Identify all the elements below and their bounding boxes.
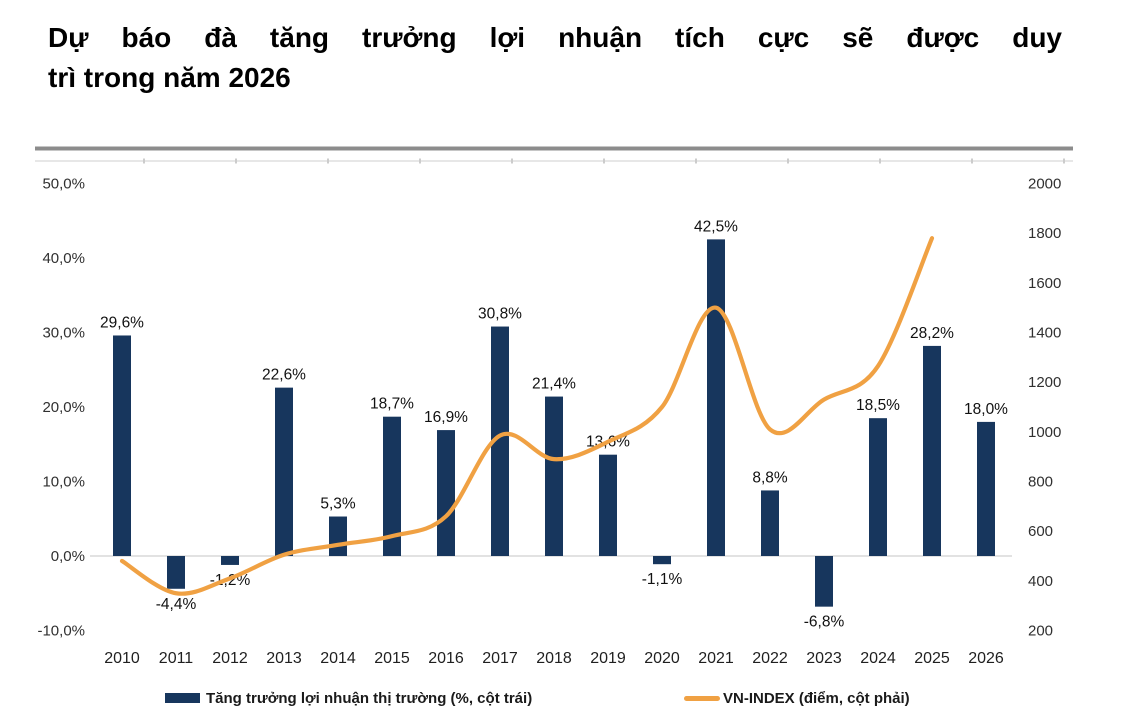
value-label-2014: 5,3% — [320, 496, 356, 513]
x-axis-label-2013: 2013 — [266, 650, 302, 667]
bar-2025 — [923, 345, 941, 556]
top-axis-tick — [603, 158, 605, 164]
bar-2026 — [977, 421, 995, 556]
bar-2023 — [815, 556, 833, 607]
bar-2016 — [437, 430, 455, 556]
x-axis-label-2017: 2017 — [482, 650, 518, 667]
value-label-2017: 30,8% — [478, 306, 522, 323]
value-label-2024: 18,5% — [856, 397, 900, 414]
left-axis-tick: 40,0% — [42, 250, 85, 267]
x-axis-label-2021: 2021 — [698, 650, 734, 667]
right-axis-tick: 1200 — [1028, 374, 1061, 391]
line-series-swatch-icon — [684, 695, 720, 701]
x-axis-label-2024: 2024 — [860, 650, 896, 667]
value-label-2015: 18,7% — [370, 396, 414, 413]
bar-2013 — [275, 387, 293, 556]
value-label-2011: -4,4% — [156, 596, 197, 613]
top-axis-tick — [143, 158, 145, 164]
x-axis-label-2010: 2010 — [104, 650, 140, 667]
right-axis-tick: 1400 — [1028, 325, 1061, 342]
x-axis-label-2011: 2011 — [159, 650, 194, 667]
chart-legend: Tăng trưởng lợi nhuận thị trường (%, cột… — [0, 688, 1122, 712]
legend-item-vnindex: VN-INDEX (điểm, cột phải) — [684, 688, 910, 708]
left-axis-tick: 10,0% — [42, 474, 85, 491]
x-axis-label-2026: 2026 — [968, 650, 1004, 667]
left-axis-tick: 50,0% — [42, 176, 85, 193]
value-label-2020: -1,1% — [642, 571, 683, 588]
top-rule-light — [35, 160, 1073, 162]
x-axis-label-2020: 2020 — [644, 650, 680, 667]
value-label-2022: 8,8% — [752, 469, 788, 486]
top-axis-tick — [1063, 158, 1065, 164]
bar-2017 — [491, 326, 509, 556]
top-axis-tick — [787, 158, 789, 164]
right-axis-tick: 200 — [1028, 623, 1053, 640]
page-title: Dự báo đà tăng trưởng lợi nhuận tích cực… — [48, 18, 1062, 98]
x-axis-label-2012: 2012 — [212, 650, 248, 667]
value-label-2021: 42,5% — [694, 218, 738, 235]
right-axis-tick: 800 — [1028, 474, 1053, 491]
top-axis-tick — [511, 158, 513, 164]
left-axis-tick: -10,0% — [37, 623, 85, 640]
top-axis-tick — [327, 158, 329, 164]
bar-2020 — [653, 556, 671, 565]
right-axis-tick: 1000 — [1028, 424, 1061, 441]
x-axis-label-2014: 2014 — [320, 650, 356, 667]
value-label-2026: 18,0% — [964, 401, 1008, 418]
right-axis-tick: 600 — [1028, 523, 1053, 540]
bar-2022 — [761, 490, 779, 556]
title-line-1: Dự báo đà tăng trưởng lợi nhuận tích cực… — [48, 22, 1062, 53]
left-axis-tick: 20,0% — [42, 399, 85, 416]
top-rule-dark — [35, 146, 1073, 151]
bar-2019 — [599, 454, 617, 556]
legend-label-vnindex: VN-INDEX (điểm, cột phải) — [723, 689, 910, 707]
right-axis-tick: 2000 — [1028, 176, 1061, 193]
bar-series-swatch-icon — [165, 693, 200, 703]
bar-2012 — [221, 556, 239, 565]
x-axis-label-2015: 2015 — [374, 650, 410, 667]
x-axis-label-2022: 2022 — [752, 650, 788, 667]
top-axis-tick — [695, 158, 697, 164]
legend-label-profit-growth: Tăng trưởng lợi nhuận thị trường (%, cột… — [206, 689, 533, 707]
bar-2010 — [113, 335, 131, 556]
bar-2024 — [869, 418, 887, 556]
top-axis-tick — [235, 158, 237, 164]
right-axis-tick: 1800 — [1028, 225, 1061, 242]
x-axis-label-2016: 2016 — [428, 650, 464, 667]
value-label-2023: -6,8% — [804, 614, 845, 631]
x-axis-label-2023: 2023 — [806, 650, 842, 667]
top-axis-tick — [419, 158, 421, 164]
right-axis-tick: 1600 — [1028, 275, 1061, 292]
bar-2018 — [545, 396, 563, 556]
value-label-2010: 29,6% — [100, 314, 144, 331]
value-label-2025: 28,2% — [910, 325, 954, 342]
value-label-2018: 21,4% — [532, 376, 576, 393]
x-axis-label-2025: 2025 — [914, 650, 950, 667]
top-axis-tick — [879, 158, 881, 164]
title-line-2: trì trong năm 2026 — [48, 62, 291, 93]
right-axis-tick: 400 — [1028, 573, 1053, 590]
bar-2014 — [329, 516, 347, 556]
legend-item-profit-growth: Tăng trưởng lợi nhuận thị trường (%, cột… — [165, 688, 532, 708]
left-axis-tick: 0,0% — [51, 548, 85, 565]
bar-2015 — [383, 416, 401, 556]
top-axis-tick — [971, 158, 973, 164]
x-axis-label-2018: 2018 — [536, 650, 572, 667]
value-label-2013: 22,6% — [262, 367, 306, 384]
vnindex-line — [119, 236, 935, 596]
left-axis-tick: 30,0% — [42, 325, 85, 342]
bar-2011 — [167, 556, 185, 589]
x-axis-label-2019: 2019 — [590, 650, 626, 667]
value-label-2016: 16,9% — [424, 409, 468, 426]
bar-2021 — [707, 239, 725, 556]
